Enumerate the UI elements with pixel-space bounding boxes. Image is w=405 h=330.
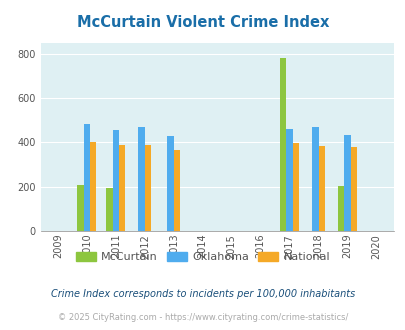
Bar [279, 58, 286, 231]
Bar [292, 143, 298, 231]
Text: McCurtain Violent Crime Index: McCurtain Violent Crime Index [77, 15, 328, 30]
Bar [119, 145, 125, 231]
Bar [83, 124, 90, 231]
Bar [90, 142, 96, 231]
Bar [138, 126, 145, 231]
Bar [311, 127, 318, 231]
Legend: McCurtain, Oklahoma, National: McCurtain, Oklahoma, National [71, 248, 334, 267]
Bar [113, 130, 119, 231]
Bar [343, 135, 350, 231]
Bar [173, 150, 180, 231]
Bar [350, 147, 356, 231]
Bar [77, 184, 83, 231]
Bar [167, 136, 173, 231]
Bar [286, 129, 292, 231]
Bar [106, 188, 113, 231]
Bar [318, 147, 324, 231]
Bar [337, 186, 343, 231]
Text: © 2025 CityRating.com - https://www.cityrating.com/crime-statistics/: © 2025 CityRating.com - https://www.city… [58, 313, 347, 322]
Bar [145, 145, 151, 231]
Text: Crime Index corresponds to incidents per 100,000 inhabitants: Crime Index corresponds to incidents per… [51, 289, 354, 299]
